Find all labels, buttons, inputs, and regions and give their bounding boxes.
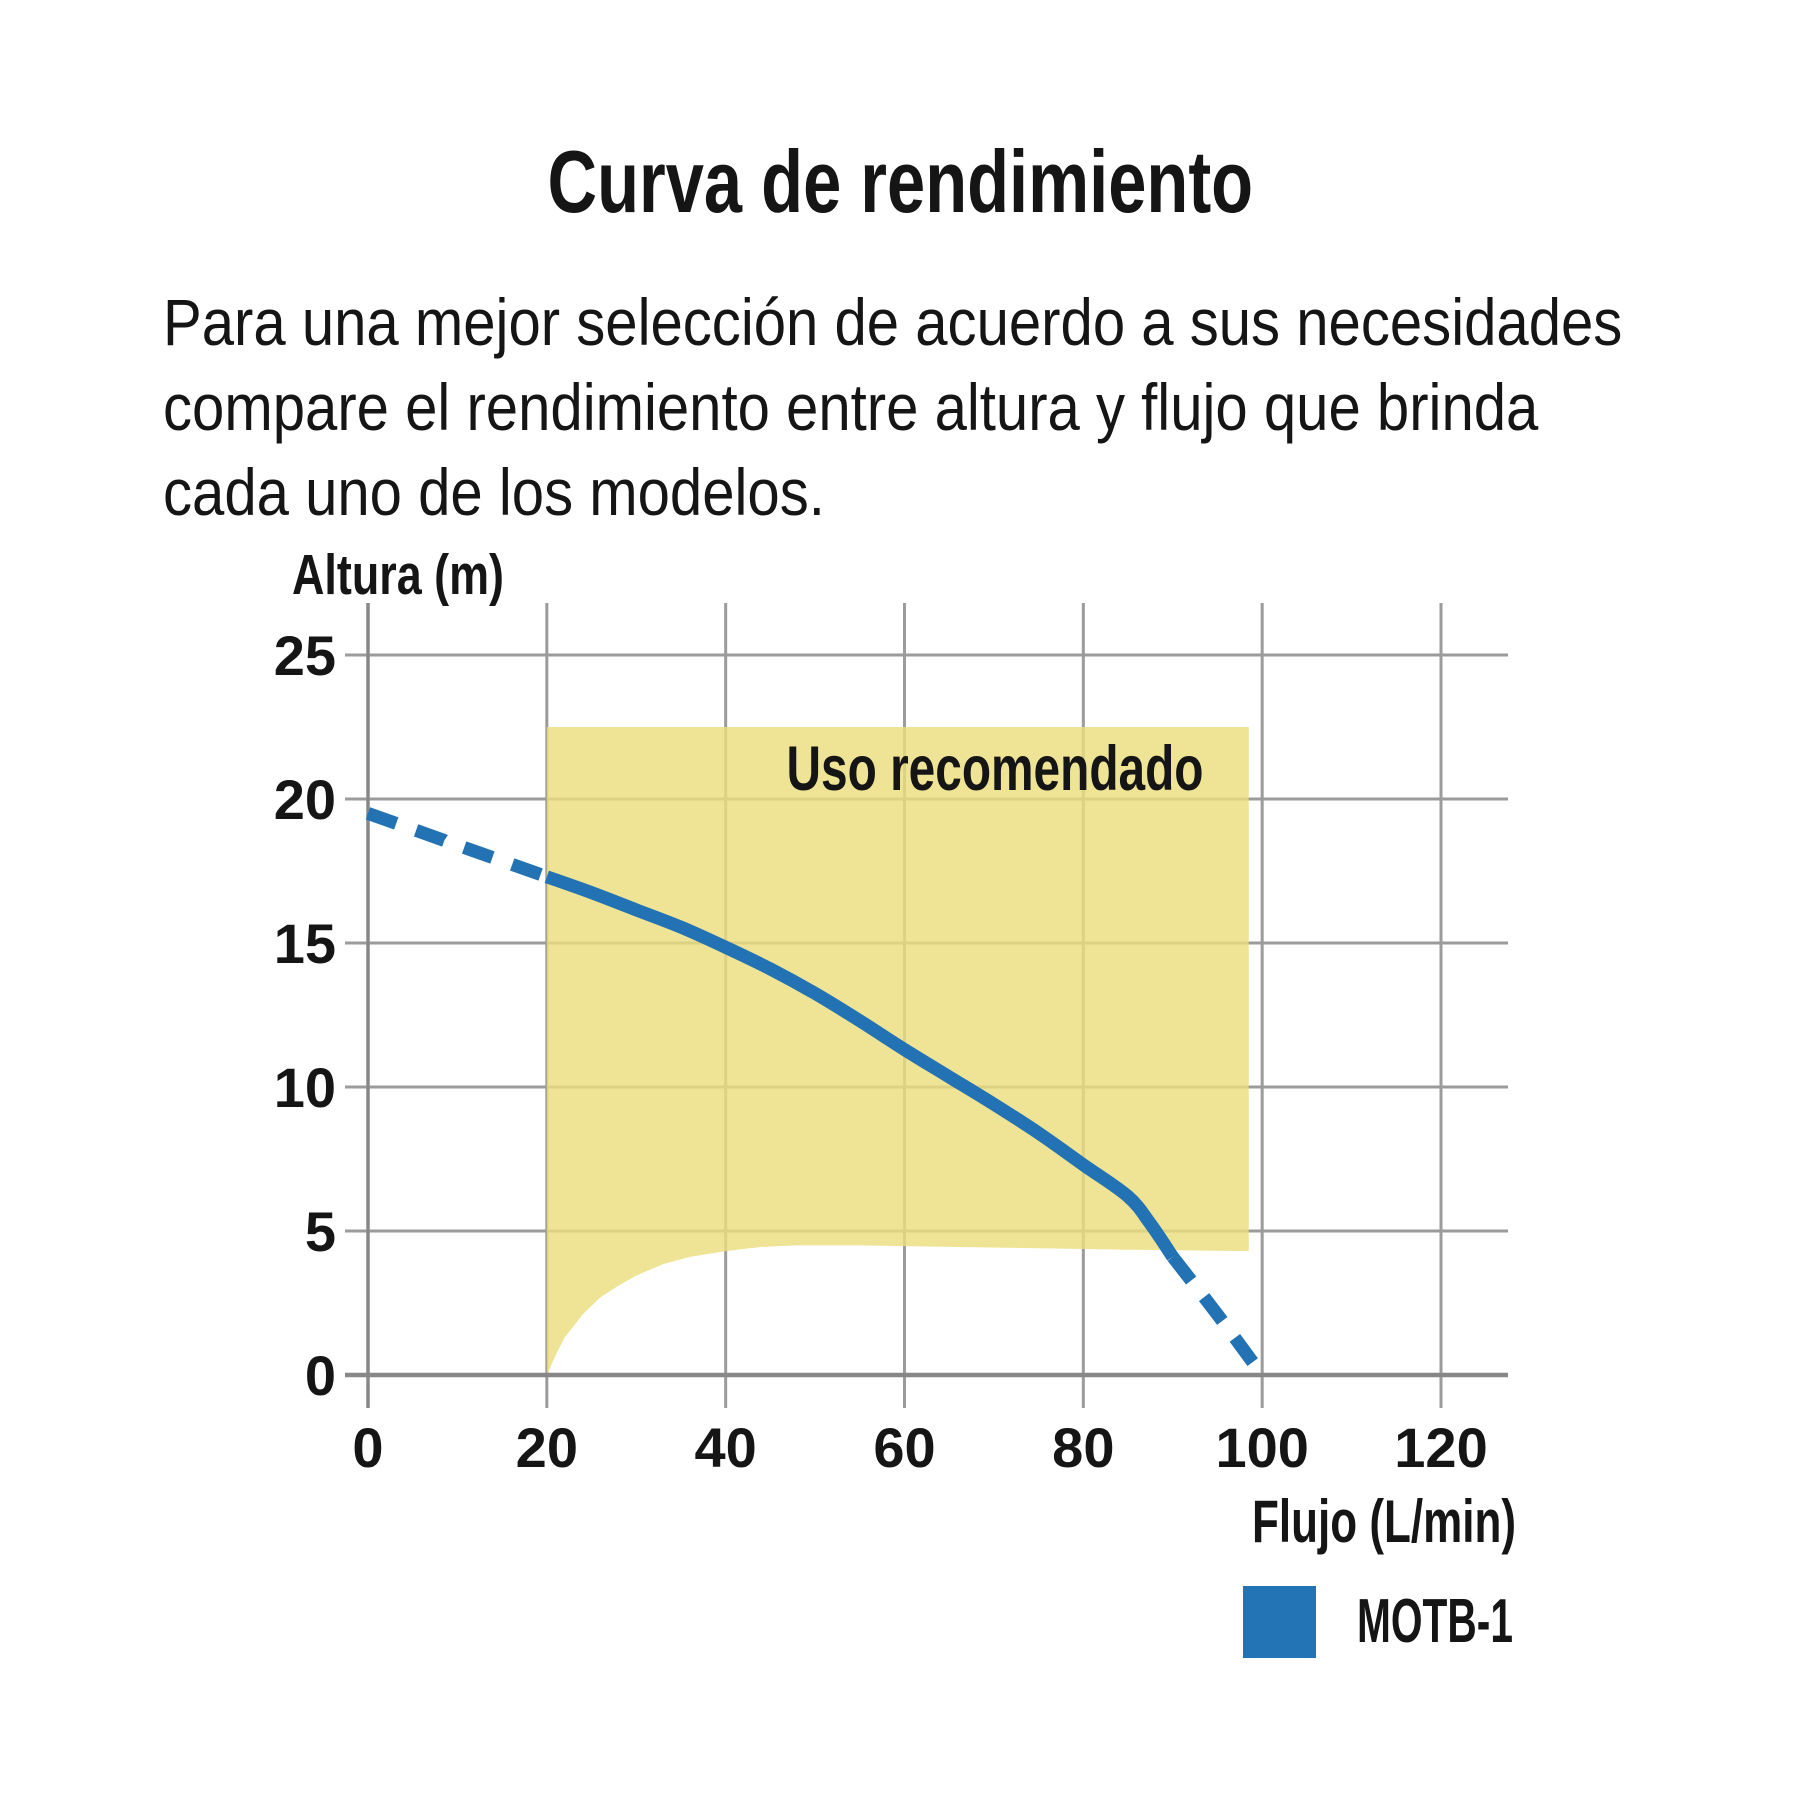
x-axis-title: Flujo (L/min)	[1252, 1488, 1516, 1555]
chart-tick-labels: 0 5 10 15 20 25 0 20 40 60 80 100 120	[274, 624, 1488, 1479]
x-tick-label-100: 100	[1215, 1416, 1308, 1479]
x-tick-label-0: 0	[352, 1416, 383, 1479]
x-tick-label-40: 40	[695, 1416, 757, 1479]
x-tick-label-60: 60	[873, 1416, 935, 1479]
x-tick-label-80: 80	[1052, 1416, 1114, 1479]
y-tick-label-25: 25	[274, 624, 336, 687]
performance-curve-motb1	[365, 807, 1268, 1379]
chart-legend: MOTB-1	[1243, 1586, 1513, 1658]
legend-swatch-motb1	[1243, 1586, 1316, 1658]
curve-segment-motb-1-dashed-2	[1167, 1252, 1268, 1379]
description-line-2: compare el rendimiento entre altura y fl…	[163, 370, 1539, 444]
legend-label-motb1: MOTB-1	[1357, 1587, 1513, 1656]
y-tick-label-10: 10	[274, 1056, 336, 1119]
description-line-1: Para una mejor selección de acuerdo a su…	[163, 285, 1623, 359]
recommended-use-label: Uso recomendado	[787, 734, 1204, 804]
y-tick-label-15: 15	[274, 912, 336, 975]
y-axis-title: Altura (m)	[292, 543, 504, 607]
page-title: Curva de rendimiento	[0, 134, 1800, 230]
curve-segment-motb-1-dashed-0	[365, 807, 550, 883]
curve-segment-motb-1-solid-1	[544, 870, 1179, 1261]
chart-axes	[345, 603, 1508, 1408]
x-tick-label-20: 20	[516, 1416, 578, 1479]
x-tick-label-120: 120	[1394, 1416, 1487, 1479]
y-tick-label-0: 0	[305, 1344, 336, 1407]
page-title-text: Curva de rendimiento	[547, 132, 1253, 231]
page-description: Para una mejor selección de acuerdo a su…	[163, 280, 1747, 535]
y-tick-label-20: 20	[274, 768, 336, 831]
y-tick-label-5: 5	[305, 1200, 336, 1263]
description-line-3: cada uno de los modelos.	[163, 455, 825, 529]
